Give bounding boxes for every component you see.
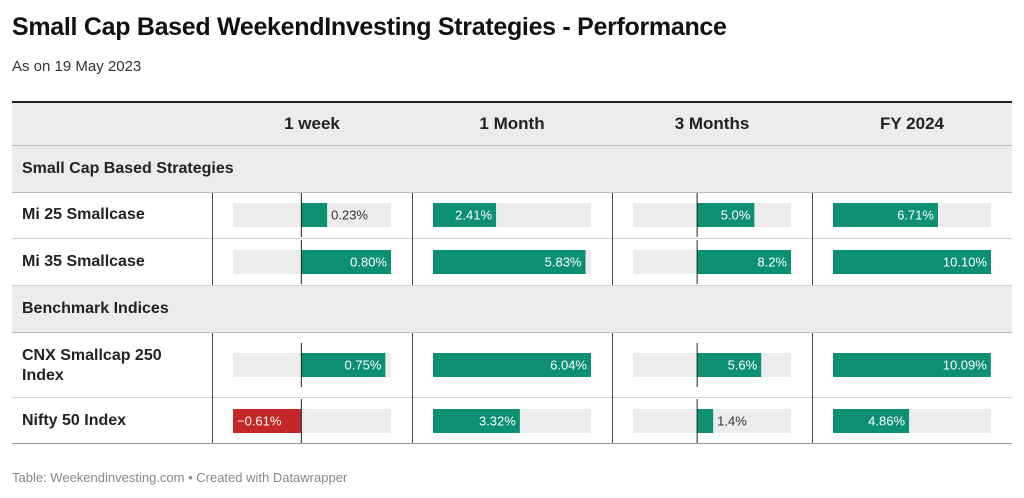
data-label-1-month: 5.83% bbox=[545, 255, 582, 270]
data-label-3-months: 5.6% bbox=[728, 358, 758, 373]
bar-3-months bbox=[697, 353, 762, 377]
bar-1-month bbox=[433, 409, 520, 433]
column-separator bbox=[412, 333, 413, 443]
row-label-mi25: Mi 25 Smallcase bbox=[22, 206, 145, 223]
data-label-1-week: 0.75% bbox=[345, 358, 382, 373]
data-label-fy-2024: 6.71% bbox=[897, 208, 934, 223]
column-separator bbox=[612, 193, 613, 285]
column-separator bbox=[812, 333, 813, 443]
bar-1-week bbox=[301, 203, 328, 227]
bar-fy-2024 bbox=[833, 409, 910, 433]
table-bottom-rule bbox=[12, 443, 1012, 444]
bar-3-months bbox=[697, 250, 791, 274]
column-separator bbox=[212, 193, 213, 285]
bar-fy-2024 bbox=[833, 250, 991, 274]
bar-fy-2024 bbox=[833, 353, 991, 377]
data-label-fy-2024: 10.10% bbox=[943, 255, 988, 270]
column-header-3-months: 3 Months bbox=[674, 114, 750, 133]
section-label: Small Cap Based Strategies bbox=[22, 160, 234, 177]
bar-1-week bbox=[233, 409, 302, 433]
data-label-1-month: 2.41% bbox=[455, 208, 492, 223]
chart-subtitle: As on 19 May 2023 bbox=[12, 58, 142, 75]
bar-1-week bbox=[301, 353, 386, 377]
column-header-fy-2024: FY 2024 bbox=[880, 114, 944, 133]
column-separator bbox=[812, 193, 813, 285]
section-label: Benchmark Indices bbox=[22, 300, 169, 317]
column-header-1-month: 1 Month bbox=[479, 114, 545, 133]
row-label-cnx-smallcap: CNX Smallcap 250 Index bbox=[22, 347, 162, 384]
data-label-3-months: 8.2% bbox=[757, 255, 787, 270]
data-label-1-week: 0.80% bbox=[350, 255, 387, 270]
column-separator bbox=[612, 333, 613, 443]
bar-fy-2024 bbox=[833, 203, 938, 227]
section-small-cap-strategies: Small Cap Based Strategies bbox=[12, 146, 1012, 193]
column-separator bbox=[412, 193, 413, 285]
data-label-3-months: 5.0% bbox=[721, 208, 751, 223]
table-header-row: 1 week 1 Month 3 Months FY 2024 bbox=[12, 103, 1012, 146]
data-label-1-week: 0.23% bbox=[331, 208, 368, 223]
bar-1-month bbox=[433, 353, 591, 377]
data-label-1-month: 6.04% bbox=[550, 358, 587, 373]
data-label-1-month: 3.32% bbox=[479, 414, 516, 429]
footer-credit: Table: Weekendinvesting.com • Created wi… bbox=[12, 470, 348, 485]
bar-1-month bbox=[433, 250, 586, 274]
row-label-nifty50: Nifty 50 Index bbox=[22, 412, 127, 429]
bar-3-months bbox=[697, 409, 714, 433]
column-header-1-week: 1 week bbox=[284, 114, 340, 133]
section-benchmark-indices: Benchmark Indices bbox=[12, 286, 1012, 333]
chart-title: Small Cap Based WeekendInvesting Strateg… bbox=[12, 13, 727, 41]
table-top-rule bbox=[12, 101, 1012, 103]
bar-3-months bbox=[697, 203, 755, 227]
data-label-1-week: −0.61% bbox=[237, 414, 282, 429]
bar-1-week bbox=[301, 250, 391, 274]
data-label-fy-2024: 4.86% bbox=[868, 414, 905, 429]
data-label-3-months: 1.4% bbox=[717, 414, 747, 429]
row-label-mi35: Mi 35 Smallcase bbox=[22, 253, 145, 270]
column-separator bbox=[212, 333, 213, 443]
bar-1-month bbox=[433, 203, 497, 227]
data-label-fy-2024: 10.09% bbox=[943, 358, 988, 373]
